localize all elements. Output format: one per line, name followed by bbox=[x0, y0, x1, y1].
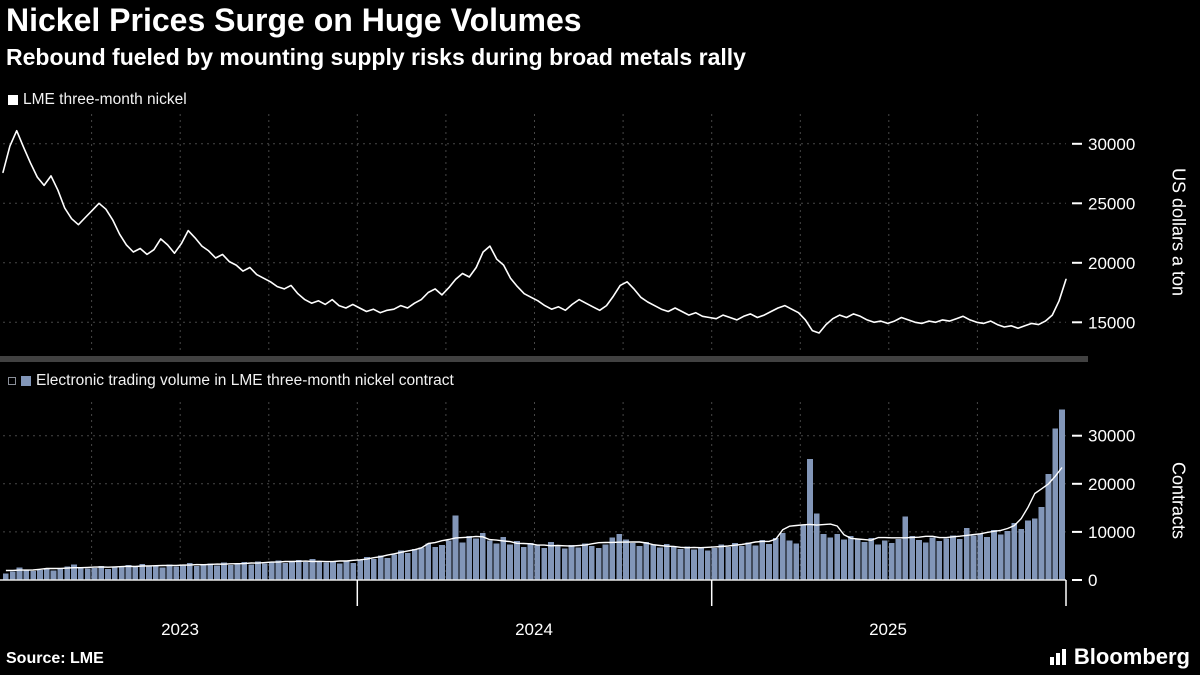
source-label: Source: LME bbox=[6, 650, 104, 667]
y-tick-label: 15000 bbox=[1088, 313, 1135, 332]
y-tick-label: 20000 bbox=[1088, 475, 1135, 494]
bloomberg-logo-text: Bloomberg bbox=[1073, 644, 1190, 669]
panel-separator bbox=[0, 356, 1088, 362]
y-tick-label: 10000 bbox=[1088, 523, 1135, 542]
y-tick-label: 0 bbox=[1088, 571, 1097, 590]
price-legend-marker-icon bbox=[8, 95, 18, 105]
y-tick-label: 30000 bbox=[1088, 135, 1135, 154]
x-tick-label-2023: 2023 bbox=[161, 620, 199, 639]
volume-bars-series bbox=[3, 409, 1065, 580]
y-tick-label: 25000 bbox=[1088, 194, 1135, 213]
price-axis-title: US dollars a ton bbox=[1168, 167, 1189, 297]
volume-legend-label: Electronic trading volume in LME three-m… bbox=[36, 372, 454, 389]
volume-axis-title: Contracts bbox=[1168, 462, 1189, 540]
volume-average-line bbox=[5, 467, 1063, 572]
x-tick-label-2024: 2024 bbox=[515, 620, 553, 639]
bloomberg-logo-icon bbox=[1049, 649, 1066, 665]
chart-title: Nickel Prices Surge on Huge Volumes bbox=[6, 2, 582, 38]
price-line-series bbox=[2, 129, 1067, 334]
volume-legend-marker-icon bbox=[21, 376, 31, 386]
price-legend: LME three-month nickel bbox=[8, 91, 187, 109]
volume-chart: 0 10000 20000 30000 bbox=[0, 402, 1135, 606]
y-tick-label: 20000 bbox=[1088, 254, 1135, 273]
chart-subtitle: Rebound fueled by mounting supply risks … bbox=[6, 44, 746, 70]
price-legend-label: LME three-month nickel bbox=[23, 91, 187, 108]
y-tick-label: 30000 bbox=[1088, 427, 1135, 446]
volume-legend: Electronic trading volume in LME three-m… bbox=[8, 372, 454, 390]
x-tick-label-2025: 2025 bbox=[869, 620, 907, 639]
volume-legend-outline-icon bbox=[8, 377, 16, 385]
price-chart: 15000 20000 25000 30000 bbox=[2, 114, 1135, 352]
bloomberg-logo: Bloomberg bbox=[1049, 644, 1190, 670]
